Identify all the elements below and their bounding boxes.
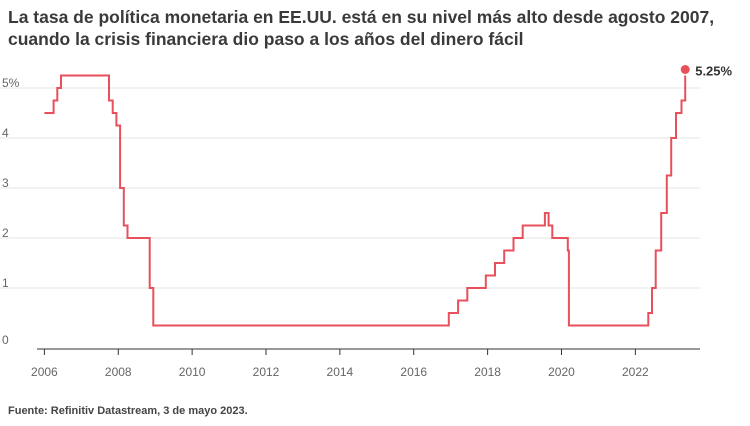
gridlines: [0, 87, 700, 289]
y-tick-label: 4: [2, 126, 9, 140]
y-tick-label: 0: [2, 333, 9, 347]
x-tick-label: 2016: [400, 365, 427, 379]
x-tick-label: 2012: [253, 365, 280, 379]
x-tick-label: 2008: [105, 365, 132, 379]
y-tick-label: 5%: [2, 76, 20, 90]
x-tick-label: 2018: [474, 365, 501, 379]
x-tick-label: 2022: [622, 365, 649, 379]
series-group: [44, 74, 687, 327]
y-tick-label: 3: [2, 176, 9, 190]
x-tick-label: 2010: [179, 365, 206, 379]
x-axis: 2006 2008 2010 2012 2014 2016 2018 2020 2022: [31, 348, 700, 379]
x-tick-label: 2020: [548, 365, 575, 379]
y-tick-label: 2: [2, 226, 9, 240]
y-tick-label: 1: [2, 276, 9, 290]
source-note: Fuente: Refinitiv Datastream, 3 de mayo …: [8, 405, 248, 417]
series-line: [44, 74, 687, 327]
x-tick-label: 2006: [31, 365, 58, 379]
x-tick-label: 2014: [327, 365, 354, 379]
chart-title: La tasa de política monetaria en EE.UU. …: [8, 7, 715, 49]
end-value-label: 5.25%: [695, 64, 732, 79]
y-axis-ticks: 0 1 2 3 4 5%: [2, 76, 20, 347]
end-point: [680, 65, 690, 74]
end-marker-group: 5.25%: [680, 64, 733, 79]
